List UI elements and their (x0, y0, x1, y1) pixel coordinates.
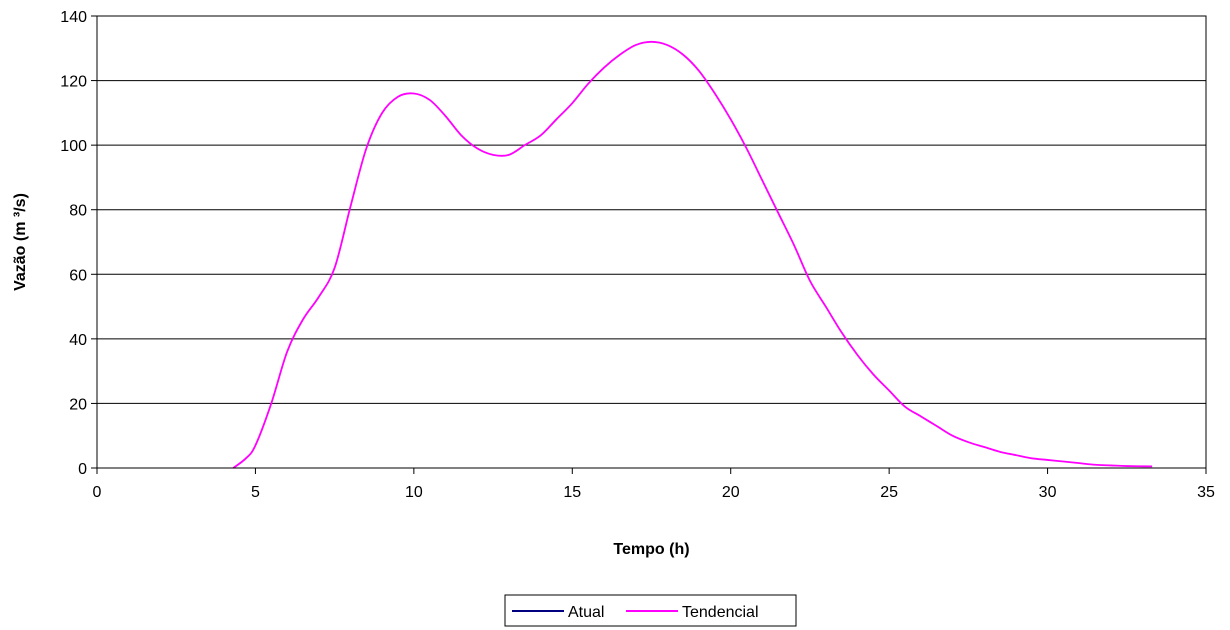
legend-label-atual: Atual (568, 604, 604, 621)
y-tick-label: 40 (69, 332, 87, 349)
legend-label-tendencial: Tendencial (682, 604, 759, 621)
x-tick-label: 30 (1039, 484, 1057, 501)
x-axis-title: Tempo (h) (613, 541, 689, 558)
x-tick-label: 35 (1197, 484, 1215, 501)
plot-area-frame (96, 15, 1207, 469)
x-tick-label: 15 (563, 484, 581, 501)
x-tick-label: 25 (880, 484, 898, 501)
x-tick-label: 5 (251, 484, 260, 501)
y-tick-label: 0 (78, 461, 87, 478)
y-tick-label: 140 (60, 9, 87, 26)
x-tick-label: 20 (722, 484, 740, 501)
y-tick-label: 80 (69, 203, 87, 220)
series-line-tendencial (232, 40, 1153, 469)
x-tick-label: 10 (405, 484, 423, 501)
y-axis-title: Vazão (m ³/s) (12, 193, 29, 291)
axis-ticks: 0 20 40 60 80 100 120 140 0 5 10 15 20 25 30 35 (60, 9, 1215, 501)
y-tick-label: 100 (60, 138, 87, 155)
x-tick-label: 0 (93, 484, 102, 501)
y-tick-label: 60 (69, 267, 87, 284)
y-tick-label: 120 (60, 74, 87, 91)
gridlines (97, 15, 1206, 469)
series-lines (232, 40, 1153, 469)
y-tick-label: 20 (69, 396, 87, 413)
legend: Atual Tendencial (504, 594, 797, 627)
